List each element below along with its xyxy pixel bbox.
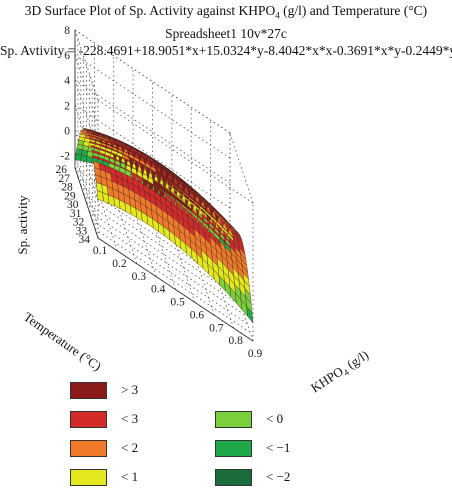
chart-header: 3D Surface Plot of Sp. Activity against … — [0, 2, 452, 59]
legend-item: < −1 — [215, 438, 290, 458]
y-axis-line — [74, 167, 99, 239]
axes: -2 0 2 4 6 8 0.1 0.2 0.3 0.4 0.5 0.6 0.7 0.8 0.9 262728… — [56, 25, 263, 360]
y-tick-label: 31 — [70, 208, 82, 220]
floor-grid-line — [152, 219, 176, 290]
floor-grid-line — [171, 232, 196, 303]
legend-label: < 1 — [121, 469, 139, 484]
x-axis-line — [97, 237, 254, 342]
legend-label: > 3 — [121, 382, 139, 397]
y-tick-label: 30 — [67, 199, 79, 211]
legend: > 3 < 3 < 2 < 1 < 0 < −1 < −2 — [70, 380, 390, 495]
z-tick-label: 4 — [64, 75, 70, 87]
floor-grid-line — [113, 193, 138, 264]
grid-line — [74, 155, 99, 226]
legend-item: < −2 — [215, 467, 290, 487]
y-tick-label: 28 — [61, 182, 73, 194]
x-tick-label: 0.9 — [248, 348, 263, 360]
z-tick-label: 8 — [64, 25, 70, 37]
y-tick-label: 26 — [56, 164, 68, 176]
chart-subtitle: Spreadsheet1 10v*27c — [165, 25, 287, 41]
legend-swatch — [70, 468, 107, 486]
legend-swatch — [70, 439, 107, 457]
x-tick-label: 0.6 — [190, 309, 205, 321]
legend-swatch — [215, 410, 252, 428]
legend-item: < 1 — [70, 467, 138, 487]
floor-grid-line — [132, 206, 157, 277]
chart-title: 3D Surface Plot of Sp. Activity against … — [24, 3, 428, 21]
legend-swatch — [215, 468, 252, 486]
box-edge — [74, 29, 99, 101]
x-tick-label: 0.1 — [93, 245, 108, 257]
grid-line — [74, 130, 99, 201]
z-axis-label: Sp. activity — [15, 195, 30, 255]
x-tick-label: 0.5 — [170, 297, 185, 309]
y-axis-label: Temperature (°C) — [21, 309, 104, 374]
z-tick-label: 6 — [64, 50, 70, 62]
box-edge — [74, 29, 231, 134]
legend-item: < 2 — [70, 438, 138, 458]
legend-label: < −2 — [266, 469, 291, 484]
y-tick-label: 34 — [79, 234, 91, 246]
legend-swatch — [70, 381, 107, 399]
legend-label: < 2 — [121, 440, 139, 455]
z-tick-label: 0 — [64, 125, 70, 137]
surface-mesh — [74, 128, 254, 324]
legend-swatch — [70, 410, 107, 428]
y-tick-label: 32 — [73, 217, 85, 229]
legend-swatch — [215, 439, 252, 457]
z-tick-label: -2 — [60, 150, 70, 162]
legend-item: < 3 — [70, 409, 138, 429]
x-tick-label: 0.7 — [209, 322, 224, 334]
legend-item: < 0 — [215, 409, 283, 429]
y-tick-label: 33 — [76, 225, 88, 237]
x-tick-label: 0.4 — [151, 284, 166, 296]
legend-label: < −1 — [266, 440, 291, 455]
z-tick-label: 2 — [64, 100, 70, 112]
x-tick-label: 0.3 — [132, 271, 147, 283]
grid-line — [74, 80, 99, 151]
y-tick-label: 27 — [58, 173, 70, 185]
legend-label: < 0 — [266, 411, 284, 426]
legend-item: > 3 — [70, 380, 138, 400]
legend-label: < 3 — [121, 411, 139, 426]
y-tick-label: 29 — [64, 190, 76, 202]
chart-equation: Sp. Avtivity = -228.4691+18.9051*x+15.03… — [0, 42, 452, 58]
x-tick-label: 0.8 — [228, 335, 243, 347]
surface-cell — [246, 305, 254, 324]
x-tick-label: 0.2 — [112, 258, 127, 270]
box-edge — [229, 132, 254, 204]
